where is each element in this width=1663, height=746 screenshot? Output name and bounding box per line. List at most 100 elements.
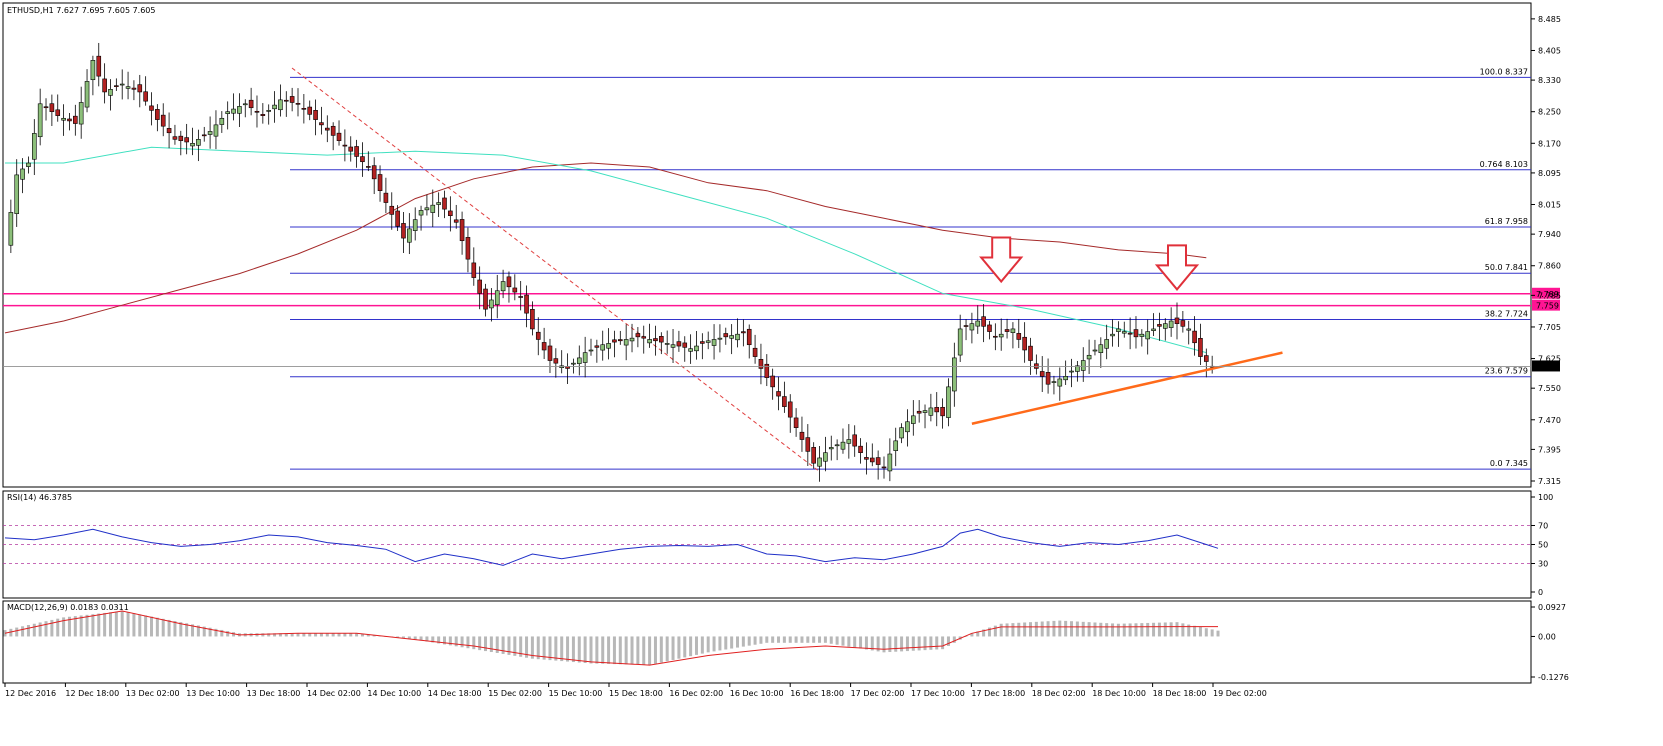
fib-level-label: 0.0 7.345 — [1490, 459, 1528, 468]
macd-histogram-bar — [624, 636, 628, 665]
bear-candle — [448, 210, 453, 217]
macd-histogram-bar — [355, 633, 359, 637]
macd-histogram-bar — [360, 633, 364, 637]
macd-histogram-bar — [167, 619, 171, 637]
macd-histogram-bar — [1023, 622, 1027, 637]
bear-candle — [1028, 345, 1033, 361]
bear-candle — [811, 447, 816, 464]
bear-candle — [360, 156, 365, 163]
bull-candle — [887, 453, 893, 472]
macd-histogram-bar — [636, 636, 640, 665]
fib-level-label: 61.8 7.958 — [1485, 217, 1528, 226]
macd-histogram-bar — [26, 625, 30, 637]
time-axis-label: 19 Dec 02:00 — [1213, 689, 1267, 698]
bear-candle — [471, 262, 477, 278]
macd-histogram-bar — [501, 636, 505, 654]
bear-candle — [483, 288, 488, 310]
macd-histogram-bar — [1175, 622, 1179, 637]
bull-candle — [647, 339, 652, 344]
bull-candle — [37, 103, 43, 138]
bull-candle — [430, 204, 436, 213]
time-axis-label: 18 Dec 10:00 — [1092, 689, 1146, 698]
bull-candle — [196, 139, 201, 146]
macd-histogram-bar — [736, 636, 739, 648]
macd-histogram-bar — [823, 636, 827, 643]
bear-candle — [260, 114, 266, 116]
bull-candle — [1145, 331, 1150, 340]
macd-histogram-bar — [724, 636, 728, 650]
macd-histogram-bar — [179, 622, 183, 637]
time-axis-label: 17 Dec 02:00 — [851, 689, 905, 698]
bull-candle — [711, 339, 717, 346]
macd-histogram-bar — [747, 636, 751, 646]
macd-histogram-bar — [144, 615, 148, 637]
bull-candle — [1186, 328, 1192, 331]
bear-candle — [758, 359, 764, 369]
rsi-axis-label: 100 — [1538, 493, 1553, 502]
macd-histogram-bar — [108, 612, 112, 637]
macd-histogram-bar — [284, 633, 288, 637]
bear-candle — [799, 431, 805, 440]
macd-histogram-bar — [894, 636, 898, 652]
rsi-panel-title: RSI(14) 46.3785 — [7, 493, 72, 502]
bear-candle — [1039, 371, 1045, 377]
macd-histogram-bar — [1169, 622, 1173, 637]
macd-histogram-bar — [782, 636, 786, 643]
bear-candle — [506, 276, 512, 288]
macd-histogram-bar — [964, 636, 968, 637]
macd-histogram-bar — [343, 633, 347, 637]
bear-candle — [1204, 355, 1209, 362]
bear-candle — [295, 103, 301, 105]
macd-histogram-bar — [917, 636, 921, 651]
macd-histogram-bar — [1210, 629, 1214, 637]
macd-histogram-bar — [196, 625, 200, 637]
bull-candle — [1057, 378, 1063, 387]
bull-candle — [582, 352, 588, 363]
macd-histogram-bar — [50, 619, 54, 637]
macd-histogram-bar — [1040, 621, 1044, 637]
bull-candle — [242, 103, 248, 106]
bear-candle — [96, 55, 102, 77]
bull-candle — [1168, 320, 1174, 328]
price-axis-label: 8.330 — [1538, 76, 1561, 85]
macd-histogram-bar — [923, 636, 927, 651]
macd-histogram-bar — [987, 627, 991, 637]
bear-candle — [442, 197, 447, 210]
macd-histogram-bar — [560, 636, 564, 662]
macd-histogram-bar — [841, 636, 845, 646]
bear-candle — [102, 78, 107, 93]
macd-histogram-bar — [132, 613, 136, 637]
macd-histogram-bar — [308, 633, 312, 637]
fib-level-label: 23.6 7.579 — [1485, 367, 1528, 376]
macd-histogram-bar — [425, 636, 429, 642]
macd-histogram-bar — [583, 636, 587, 663]
fib-level-label: 38.2 7.724 — [1485, 309, 1528, 318]
bear-candle — [43, 106, 49, 109]
macd-axis-label: -0.1276 — [1538, 673, 1569, 682]
bull-candle — [834, 444, 840, 447]
time-axis-label: 16 Dec 02:00 — [669, 689, 723, 698]
bear-candle — [366, 166, 371, 168]
macd-histogram-bar — [929, 636, 933, 650]
bear-candle — [553, 358, 559, 364]
bull-candle — [90, 60, 96, 81]
bear-candle — [682, 342, 688, 348]
time-axis-label: 15 Dec 18:00 — [609, 689, 663, 698]
bull-candle — [688, 348, 693, 352]
macd-histogram-bar — [1128, 623, 1132, 637]
resistance-price-label: 7.759 — [1536, 302, 1559, 311]
macd-histogram-bar — [62, 617, 66, 637]
bull-candle — [500, 281, 506, 292]
bull-candle — [670, 344, 676, 348]
macd-histogram-bar — [372, 635, 376, 637]
rsi-axis-label: 70 — [1538, 522, 1548, 531]
bull-candle — [893, 440, 899, 451]
macd-histogram-bar — [173, 621, 177, 637]
bear-candle — [289, 96, 295, 103]
bear-candle — [764, 363, 770, 378]
macd-histogram-bar — [519, 636, 523, 657]
time-axis-label: 18 Dec 18:00 — [1153, 689, 1207, 698]
bear-candle — [178, 135, 184, 141]
bull-candle — [975, 320, 981, 327]
rsi-axis-label: 50 — [1538, 541, 1548, 550]
